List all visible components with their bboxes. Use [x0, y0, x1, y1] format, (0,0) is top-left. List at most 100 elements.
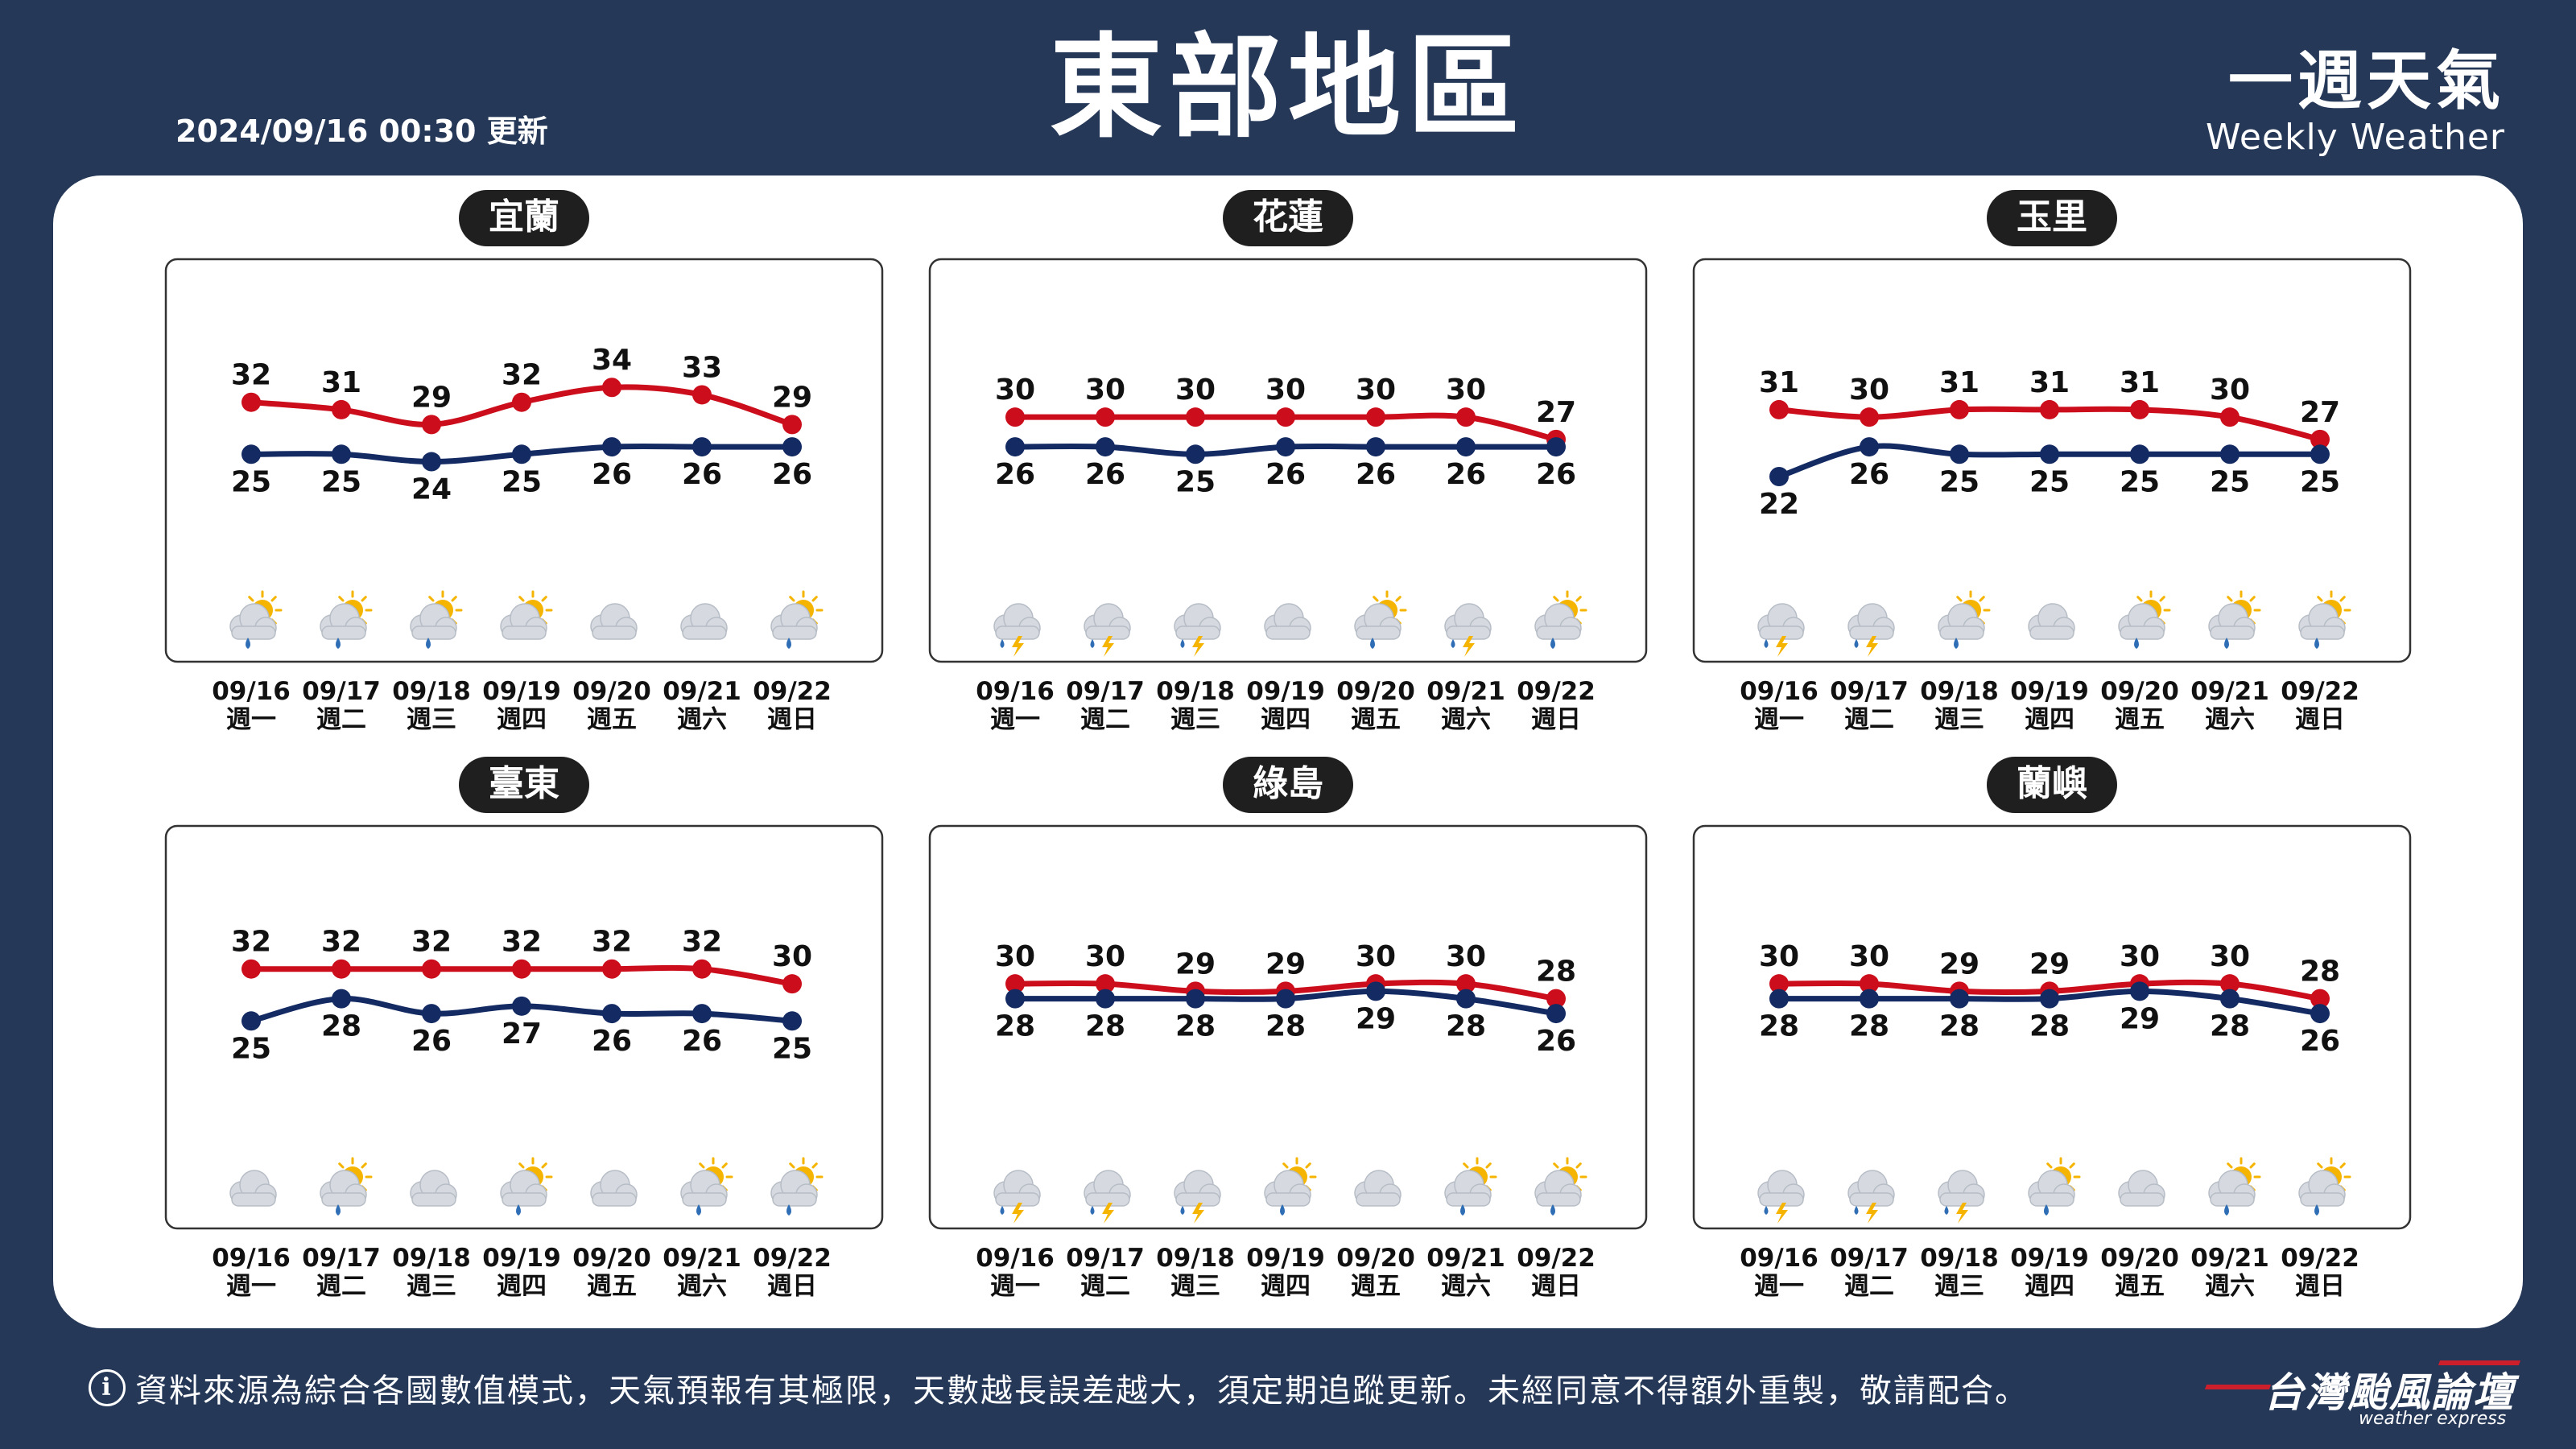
high-temp-point	[1186, 407, 1205, 427]
sun-cloud-rain-icon	[2298, 1157, 2351, 1216]
high-temp-point	[332, 399, 351, 419]
sun-ray	[2317, 596, 2323, 602]
weekday-tick-label: 週一	[1754, 1272, 1804, 1301]
low-temp-label: 26	[1446, 458, 1486, 491]
weekday-tick-label: 週二	[1080, 705, 1130, 734]
high-temp-point	[602, 378, 621, 398]
cloud-shape	[1938, 1170, 1985, 1207]
high-temp-label: 30	[995, 940, 1035, 973]
sun-cloud-rain-icon	[410, 590, 463, 649]
high-temp-label: 30	[2210, 940, 2250, 973]
weekday-tick-label: 週三	[1934, 705, 1984, 734]
date-tick-label: 09/18	[1156, 1244, 1235, 1273]
date-tick-label: 09/16	[212, 677, 291, 706]
low-temp-label: 26	[1085, 458, 1125, 491]
raindrop-shape	[1280, 1204, 1285, 1216]
cloud-icon	[2118, 1170, 2165, 1207]
sun-cloud-rain-icon	[500, 1157, 553, 1216]
sun-ray	[1485, 1162, 1492, 1169]
date-tick-label: 09/20	[572, 1244, 651, 1273]
high-temp-label: 32	[502, 359, 542, 392]
sun-ray	[338, 1162, 345, 1169]
brand-title-en: Weekly Weather	[2205, 117, 2505, 158]
low-temp-point	[1546, 437, 1566, 457]
high-temp-label: 30	[1175, 374, 1216, 407]
station-name: 綠島	[1253, 763, 1323, 804]
station-name: 玉里	[2017, 196, 2087, 237]
sun-ray	[428, 596, 435, 602]
date-tick-label: 09/21	[1426, 1244, 1505, 1273]
lightning-shape	[1012, 636, 1024, 657]
low-temp-point	[1860, 437, 1879, 457]
weekday-tick-label: 週二	[316, 1272, 366, 1301]
weekday-tick-label: 週二	[316, 705, 366, 734]
raindrop-shape	[786, 638, 791, 649]
low-temp-label: 24	[411, 473, 452, 506]
weekday-tick-label: 週六	[2205, 1272, 2255, 1301]
cloud-shape	[680, 603, 728, 640]
low-temp-point	[1769, 989, 1789, 1009]
low-temp-label: 25	[231, 465, 271, 498]
weekday-tick-label: 週五	[587, 1272, 637, 1301]
chart-frame	[928, 824, 1648, 1230]
low-temp-point	[1769, 467, 1789, 486]
chart-frame	[1692, 824, 2412, 1230]
raindrop-shape	[2044, 1204, 2049, 1216]
low-temp-point	[332, 444, 351, 464]
date-tick-label: 09/20	[1336, 1244, 1415, 1273]
weekday-tick-label: 週二	[1844, 1272, 1894, 1301]
weekday-tick-label: 週一	[990, 705, 1040, 734]
sun-cloud-rain-icon	[1534, 1157, 1587, 1216]
date-tick-label: 09/19	[2010, 1244, 2089, 1273]
low-temp-point	[512, 996, 531, 1016]
low-temp-label: 28	[2029, 1010, 2070, 1043]
date-tick-label: 09/18	[392, 677, 471, 706]
high-temp-point	[1276, 407, 1295, 427]
thunderstorm-icon	[1444, 603, 1492, 657]
raindrop-shape	[1550, 638, 1555, 649]
weekday-tick-label: 週日	[1531, 1272, 1581, 1301]
high-temp-point	[242, 392, 261, 412]
low-temp-point	[242, 444, 261, 464]
high-temp-point	[2220, 407, 2240, 427]
high-temp-label: 30	[1085, 940, 1125, 973]
weekday-tick-label: 週三	[1934, 1272, 1984, 1301]
station-badge	[1223, 757, 1353, 813]
date-tick-label: 09/19	[482, 1244, 561, 1273]
date-tick-label: 09/19	[1246, 677, 1325, 706]
cloud-shape	[1174, 1170, 1221, 1207]
weekday-tick-label: 週二	[1844, 705, 1894, 734]
cloud-shape	[2028, 1170, 2075, 1207]
low-temp-point	[1186, 444, 1205, 464]
cloud-shape	[1084, 603, 1131, 640]
low-temp-point	[602, 1004, 621, 1024]
raindrop-shape	[2314, 1204, 2319, 1216]
cloud-shape	[410, 603, 457, 640]
lightning-shape	[1102, 1203, 1114, 1224]
low-temp-label: 26	[592, 458, 632, 491]
sun-ray	[1553, 596, 1559, 602]
high-temp-point	[1769, 974, 1789, 994]
weekday-tick-label: 週六	[1441, 705, 1491, 734]
low-temp-label: 25	[231, 1032, 271, 1065]
sun-cloud-rain-icon	[770, 1157, 824, 1216]
low-temp-point	[1276, 437, 1295, 457]
thunderstorm-icon	[993, 603, 1041, 657]
weekday-tick-label: 週日	[2295, 705, 2345, 734]
high-temp-label: 32	[411, 926, 452, 959]
date-tick-label: 09/22	[753, 1244, 832, 1273]
cloud-icon	[590, 603, 638, 640]
station-name: 臺東	[489, 763, 559, 804]
sun-ray	[2227, 596, 2233, 602]
thunderstorm-icon	[1757, 1170, 1805, 1224]
sun-cloud-rain-icon	[229, 590, 283, 649]
raindrop-shape	[1764, 1206, 1769, 1215]
weekday-tick-label: 週四	[2025, 705, 2074, 734]
cloud-shape	[1084, 1170, 1131, 1207]
low-temp-label: 28	[1446, 1010, 1486, 1043]
high-temp-point	[1366, 407, 1385, 427]
low-temp-point	[512, 444, 531, 464]
high-temp-point	[242, 959, 261, 979]
